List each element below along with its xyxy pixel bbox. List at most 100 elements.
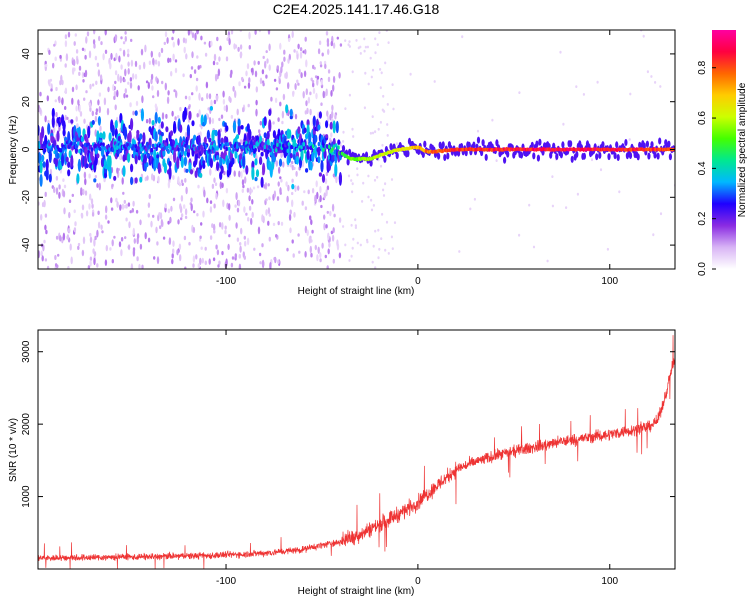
spectrogram-halo (481, 139, 485, 147)
spectrogram-noise-speckle (96, 62, 100, 67)
spectrogram-noise-speckle (289, 227, 292, 234)
y-tick-label: 3000 (21, 340, 32, 363)
spectrogram-halo (263, 132, 267, 139)
spectrogram-noise-speckle (309, 245, 312, 254)
spectrogram-halo (193, 134, 197, 141)
spectrogram-noise-speckle (81, 204, 85, 211)
spectrogram-noise-speckle (248, 77, 251, 84)
spectrogram-noise-speckle (213, 177, 216, 183)
spectrogram-noise-speckle (109, 247, 112, 251)
spectrogram-noise-speckle (254, 70, 258, 78)
spectrogram-noise-speckle (114, 80, 117, 85)
spectrogram-noise-speckle (107, 220, 110, 224)
spectrogram-noise-speckle (283, 56, 286, 62)
spectrogram-noise-speckle (201, 97, 204, 102)
spectrogram-halo (495, 139, 499, 147)
spectrogram-noise-speckle (273, 78, 277, 82)
spectrogram-halo (337, 139, 341, 145)
spectrogram-noise-speckle (120, 64, 123, 70)
spectrogram-noise-speckle (326, 110, 329, 117)
spectrogram-noise-speckle (234, 204, 237, 208)
spectrogram-ridge-point (254, 147, 257, 153)
spectrogram-noise-speckle (336, 36, 339, 40)
spectrogram-noise-speckle (270, 96, 273, 102)
spectrogram-halo (100, 147, 105, 158)
spectrogram-noise-speckle (129, 102, 132, 108)
spectrogram-noise-speckle (55, 112, 58, 118)
spectrogram-halo (108, 165, 112, 180)
spectrogram-noise-speckle (361, 200, 364, 203)
y-tick-label: -20 (21, 190, 32, 205)
spectrogram-noise-speckle (324, 254, 327, 259)
y-tick-label: 2000 (21, 413, 32, 436)
spectrogram-noise-speckle (348, 40, 351, 43)
spectrogram-noise-speckle (245, 70, 248, 77)
spectrogram-halo (183, 106, 187, 120)
spectrogram-halo (56, 130, 60, 142)
spectrogram-halo (369, 159, 373, 167)
spectrogram-noise-speckle (97, 69, 101, 77)
spectrogram-noise-speckle (312, 64, 315, 70)
spectrogram-halo (317, 124, 321, 131)
spectrogram-halo (157, 162, 161, 175)
spectrogram-noise-speckle (144, 232, 147, 240)
spectrogram-ridge-point (311, 144, 315, 149)
spectrogram-noise-speckle (362, 181, 365, 185)
spectrogram-noise-speckle (344, 243, 347, 247)
spectrogram-halo (260, 151, 264, 157)
spectrogram-noise-speckle (224, 225, 227, 230)
spectrogram-noise-speckle (374, 37, 377, 41)
spectrogram-noise-speckle (204, 260, 207, 266)
spectrogram-noise-speckle (338, 72, 341, 79)
spectrogram-noise-speckle (384, 182, 387, 186)
spectrogram-noise-speckle (148, 60, 152, 65)
spectrogram-halo (441, 141, 445, 149)
spectrogram-noise-speckle (81, 71, 85, 79)
spectrogram-noise-speckle (124, 88, 128, 94)
spectrogram-noise-speckle (289, 209, 292, 215)
spectrogram-noise-speckle (44, 115, 47, 123)
spectrogram-noise-speckle (65, 53, 69, 62)
spectrogram-halo (96, 153, 100, 159)
spectrogram-halo (168, 160, 172, 168)
spectrogram-noise-speckle (154, 59, 158, 65)
spectrogram-halo (535, 140, 539, 148)
spectrogram-ridge-point (155, 146, 158, 152)
spectrogram-noise-speckle (114, 104, 117, 111)
spectrogram-noise-speckle (192, 263, 195, 268)
spectrogram-noise-speckle (164, 31, 168, 38)
spectrogram-noise-speckle (311, 187, 315, 194)
spectrogram-noise-speckle (409, 72, 412, 76)
spectrogram-noise-speckle (273, 256, 276, 261)
spectrogram-noise-speckle (293, 49, 296, 53)
spectrogram-ridge-point (179, 146, 182, 151)
spectrogram-noise-speckle (252, 186, 256, 190)
spectrogram-noise-speckle (238, 253, 241, 259)
spectrogram-noise-speckle (376, 175, 379, 179)
spectrogram-x-ticks: -100 0 100 (216, 30, 619, 287)
spectrogram-halo (289, 153, 293, 159)
spectrogram-halo (575, 150, 579, 158)
spectrogram-noise-speckle (64, 63, 67, 68)
spectrogram-noise-speckle (177, 38, 180, 46)
spectrogram-noise-speckle (374, 130, 377, 134)
spectrogram-marks (38, 30, 675, 269)
spectrogram-ridge-point (150, 147, 154, 153)
spectrogram-noise-speckle (262, 82, 265, 87)
spectrogram-halo (214, 129, 218, 137)
spectrogram-noise-speckle (69, 243, 72, 251)
spectrogram-noise-speckle (96, 229, 99, 238)
spectrogram-noise-speckle (377, 127, 380, 131)
spectrogram-noise-speckle (48, 49, 51, 55)
spectrogram-noise-speckle (45, 63, 48, 68)
spectrogram-ridge-point (171, 146, 174, 151)
spectrogram-noise-speckle (80, 213, 84, 219)
spectrogram-noise-speckle (98, 182, 102, 191)
spectrogram-noise-speckle (195, 254, 198, 260)
spectrogram-noise-speckle (227, 243, 230, 250)
spectrogram-halo (62, 128, 66, 137)
spectrogram-noise-speckle (291, 199, 294, 208)
spectrogram-halo (145, 162, 149, 168)
spectrogram-panel: -100 0 100 -40 -20 0 20 40 Height of straight … (8, 29, 676, 297)
spectrogram-noise-speckle (84, 178, 87, 186)
